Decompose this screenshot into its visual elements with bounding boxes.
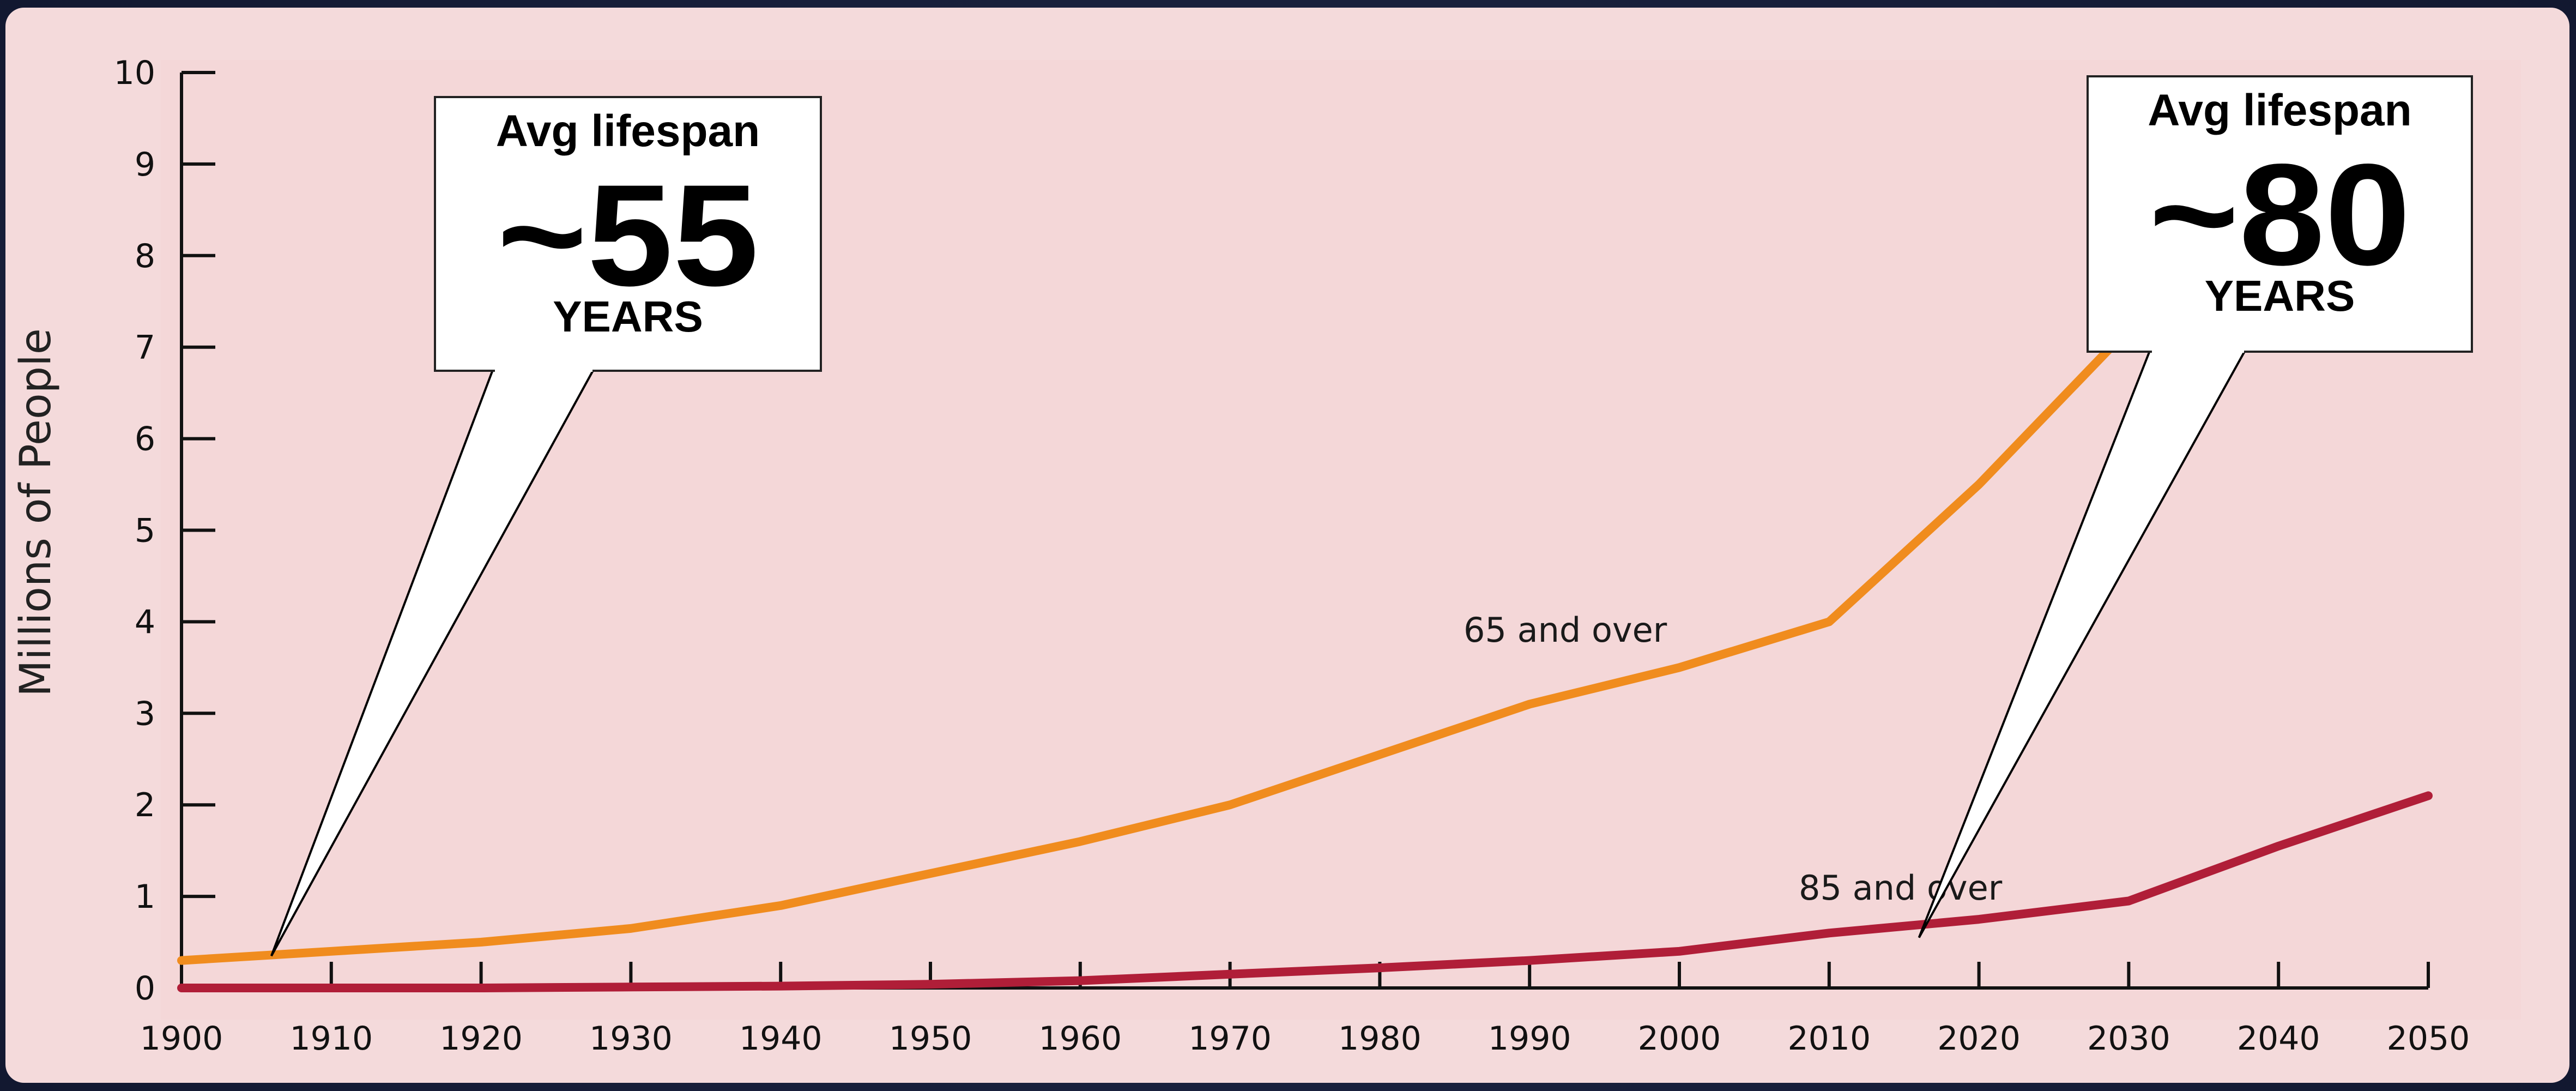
y-tick-label: 3 (135, 695, 155, 733)
callout-joint (2152, 347, 2244, 353)
x-tick-label: 1920 (439, 1020, 523, 1058)
x-tick-label: 1970 (1188, 1020, 1272, 1058)
y-tick-label: 5 (135, 512, 155, 550)
x-tick-label: 2040 (2237, 1020, 2320, 1058)
callout-title: Avg lifespan (2148, 86, 2412, 135)
series-line-85-and-over (177, 791, 2433, 992)
callout-unit: YEARS (553, 292, 703, 341)
x-tick-label: 1930 (589, 1020, 673, 1058)
y-tick-label: 0 (135, 969, 155, 1008)
x-tick-label: 1910 (289, 1020, 373, 1058)
callout-unit: YEARS (2205, 272, 2355, 320)
y-tick-label: 1 (135, 878, 155, 916)
y-tick-label: 7 (135, 329, 155, 367)
x-tick-label: 1980 (1338, 1020, 1422, 1058)
x-tick-label: 2020 (1937, 1020, 2021, 1058)
callout-value: ~80 (2149, 134, 2411, 296)
x-tick-label: 2000 (1638, 1020, 1721, 1058)
callout-value: ~55 (497, 155, 759, 316)
y-axis-ticks: 0 1 2 3 4 5 6 7 8 9 10 (114, 54, 215, 1008)
x-tick-label: 1950 (889, 1020, 972, 1058)
x-tick-label: 1990 (1488, 1020, 1571, 1058)
y-axis-label: Millions of People (11, 328, 61, 697)
x-tick-label: 2050 (2387, 1020, 2470, 1058)
callout-joint (495, 366, 592, 372)
y-tick-label: 6 (135, 420, 155, 459)
x-tick-label: 1940 (739, 1020, 823, 1058)
x-tick-label: 2030 (2087, 1020, 2170, 1058)
x-tick-label: 1960 (1038, 1020, 1122, 1058)
y-tick-label: 4 (135, 603, 155, 641)
series-line-65-and-over (177, 324, 2133, 965)
y-tick-label: 8 (135, 237, 155, 275)
y-tick-label: 10 (114, 54, 155, 92)
callout-box (434, 96, 822, 372)
y-tick-label: 2 (135, 786, 155, 824)
x-axis-ticks: 1900 1910 1920 1930 1940 1950 1960 1970 1980 1990… (140, 962, 2470, 1058)
series-label-65-and-over: 65 and over (1464, 610, 1667, 650)
y-tick-label: 9 (135, 146, 155, 184)
series-label-85-and-over: 85 and over (1799, 868, 2003, 908)
x-tick-label: 2010 (1787, 1020, 1871, 1058)
x-tick-label: 1900 (140, 1020, 223, 1058)
callout-box (2087, 75, 2473, 353)
callout-title: Avg lifespan (496, 106, 760, 156)
